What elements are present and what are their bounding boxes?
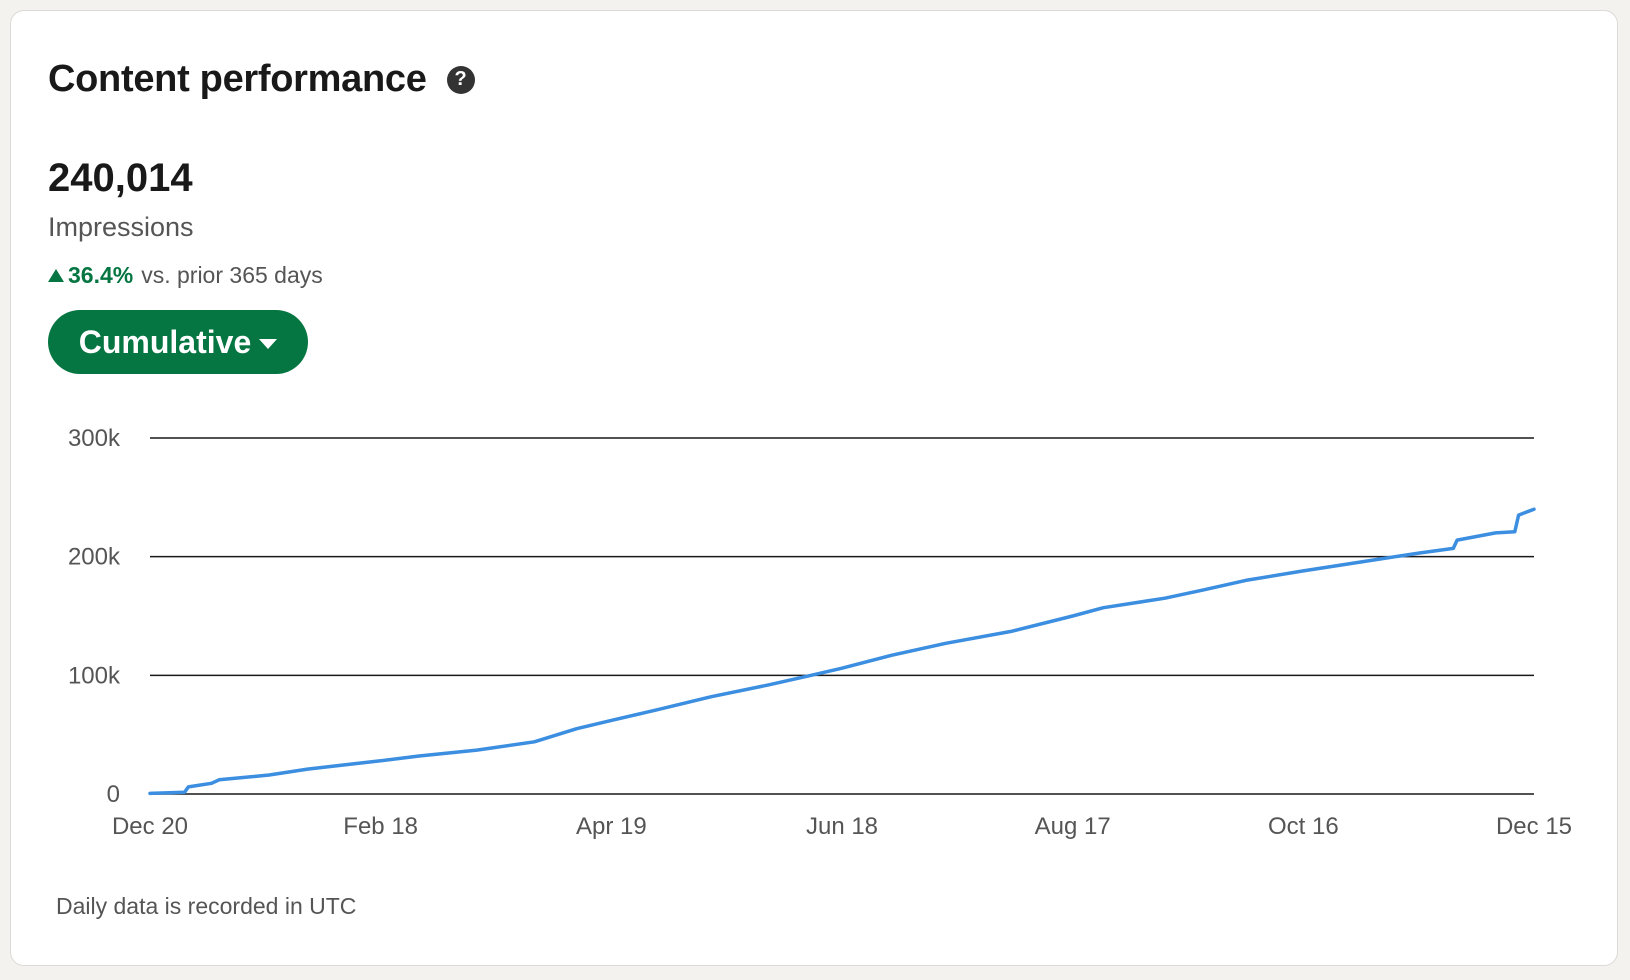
trend-indicator: 36.4% vs. prior 365 days: [48, 262, 323, 289]
card-title: Content performance: [48, 58, 427, 100]
cumulative-button-label: Cumulative: [78, 323, 252, 360]
utc-footnote: Daily data is recorded in UTC: [56, 893, 357, 919]
impressions-label: Impressions: [48, 212, 194, 242]
card-header: Content performance ?: [48, 58, 475, 101]
content-performance-card: [10, 10, 1618, 966]
trend-up-icon: [48, 269, 64, 282]
trend-percent: 36.4%: [68, 262, 134, 288]
impressions-value: 240,014: [48, 156, 193, 200]
cumulative-dropdown-button[interactable]: Cumulative: [48, 310, 308, 374]
caret-down-icon: [259, 338, 278, 349]
trend-comparison-text: vs. prior 365 days: [141, 262, 323, 288]
help-icon[interactable]: ?: [446, 65, 475, 94]
